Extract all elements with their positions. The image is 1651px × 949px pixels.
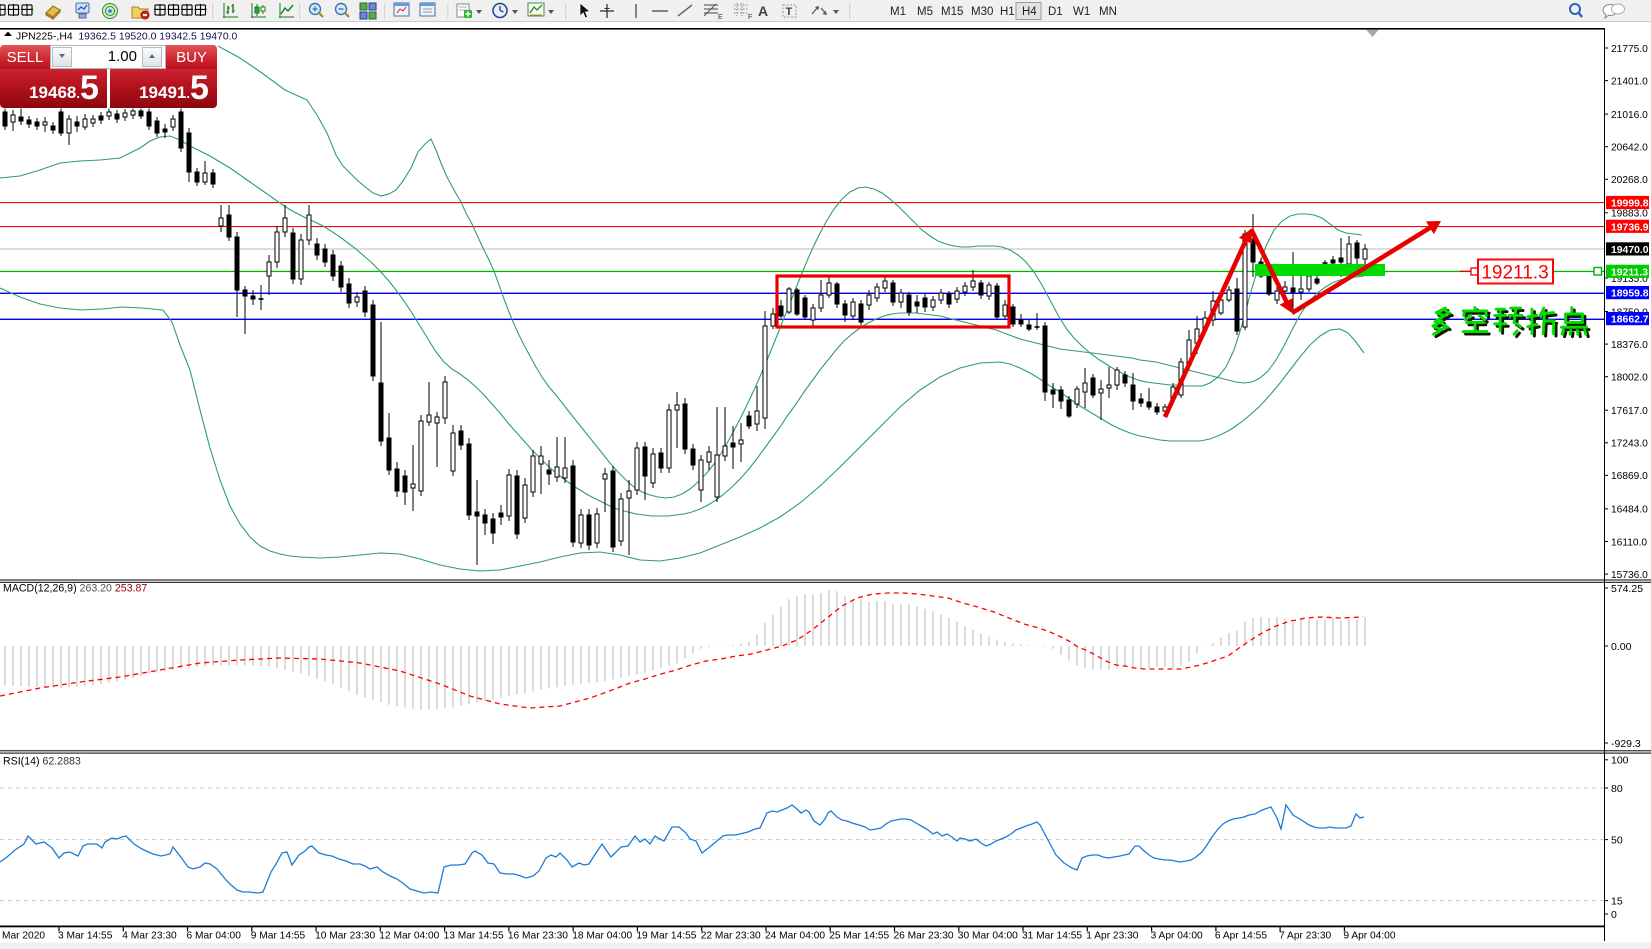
svg-text:18 Mar 04:00: 18 Mar 04:00 [572,931,632,942]
svg-text:80: 80 [1611,783,1623,795]
svg-text:9 Apr 04:00: 9 Apr 04:00 [1343,931,1395,942]
svg-text:6 Mar 04:00: 6 Mar 04:00 [187,931,242,942]
svg-text:21016.0: 21016.0 [1611,110,1648,121]
svg-text:4 Mar 23:30: 4 Mar 23:30 [122,931,177,942]
svg-text:15: 15 [1611,895,1623,907]
svg-text:19470.0: 19470.0 [1611,245,1649,256]
svg-text:19211.3: 19211.3 [1481,263,1548,284]
svg-text:19883.0: 19883.0 [1611,209,1648,220]
svg-text:17243.0: 17243.0 [1611,439,1648,450]
svg-text:19135.0: 19135.0 [1611,274,1648,285]
svg-text:20268.0: 20268.0 [1611,175,1648,186]
svg-text:A: A [758,3,768,19]
svg-text:M1: M1 [890,6,906,18]
svg-text:D1: D1 [1048,6,1063,18]
svg-text:T: T [786,6,793,18]
svg-text:6 Apr 14:55: 6 Apr 14:55 [1215,931,1267,942]
svg-text:3 Apr 04:00: 3 Apr 04:00 [1151,931,1203,942]
svg-text:18376.0: 18376.0 [1611,340,1648,351]
svg-text:-929.3: -929.3 [1611,738,1641,750]
svg-text:H4: H4 [1022,6,1037,18]
svg-text:H1: H1 [1000,6,1015,18]
svg-text:21775.0: 21775.0 [1611,44,1648,55]
svg-text:15736.0: 15736.0 [1611,570,1648,581]
svg-text:9 Mar 14:55: 9 Mar 14:55 [251,931,306,942]
svg-text:19736.9: 19736.9 [1611,222,1649,233]
svg-text:16869.0: 16869.0 [1611,471,1648,482]
svg-text:MN: MN [1099,6,1117,18]
svg-text:21401.0: 21401.0 [1611,76,1648,87]
svg-text:0.00: 0.00 [1611,641,1632,653]
svg-text:19999.8: 19999.8 [1611,199,1649,210]
svg-text:100: 100 [1611,755,1629,767]
svg-text:16484.0: 16484.0 [1611,505,1648,516]
svg-text:1 Apr 23:30: 1 Apr 23:30 [1086,931,1138,942]
svg-text:13 Mar 14:55: 13 Mar 14:55 [444,931,504,942]
svg-text:50: 50 [1611,834,1623,846]
svg-text:24 Mar 04:00: 24 Mar 04:00 [765,931,825,942]
svg-text:19211.3: 19211.3 [1611,267,1648,278]
svg-text:Mar 2020: Mar 2020 [2,931,45,942]
svg-text:E: E [718,14,723,21]
svg-text:30 Mar 04:00: 30 Mar 04:00 [958,931,1018,942]
svg-text:W1: W1 [1073,6,1090,18]
svg-text:10 Mar 23:30: 10 Mar 23:30 [315,931,375,942]
svg-text:7 Apr 23:30: 7 Apr 23:30 [1279,931,1331,942]
svg-text:20642.0: 20642.0 [1611,143,1648,154]
svg-text:25 Mar 14:55: 25 Mar 14:55 [829,931,889,942]
svg-text:31 Mar 14:55: 31 Mar 14:55 [1022,931,1082,942]
svg-text:17617.0: 17617.0 [1611,406,1648,417]
svg-text:26 Mar 23:30: 26 Mar 23:30 [894,931,954,942]
svg-text:M5: M5 [917,6,933,18]
svg-text:19 Mar 14:55: 19 Mar 14:55 [636,931,696,942]
svg-text:16 Mar 23:30: 16 Mar 23:30 [508,931,568,942]
svg-text:M30: M30 [971,6,993,18]
svg-text:0: 0 [1611,909,1617,921]
svg-text:16110.0: 16110.0 [1611,537,1647,548]
svg-text:574.25: 574.25 [1611,583,1643,595]
svg-text:18002.0: 18002.0 [1611,373,1648,384]
svg-text:22 Mar 23:30: 22 Mar 23:30 [701,931,761,942]
svg-text:18662.7: 18662.7 [1611,315,1649,326]
svg-text:12 Mar 04:00: 12 Mar 04:00 [379,931,439,942]
svg-text:F: F [748,14,752,21]
svg-text:JPN225-,H4 19362.5 19520.0 19: JPN225-,H4 19362.5 19520.0 19342.5 19470… [16,32,237,43]
svg-text:3 Mar 14:55: 3 Mar 14:55 [58,931,113,942]
svg-text:M15: M15 [941,6,963,18]
svg-text:RSI(14) 62.2883: RSI(14) 62.2883 [3,756,81,768]
svg-text:MACD(12,26,9) 263.20 253.87: MACD(12,26,9) 263.20 253.87 [3,583,147,595]
svg-text:18959.8: 18959.8 [1611,289,1649,300]
